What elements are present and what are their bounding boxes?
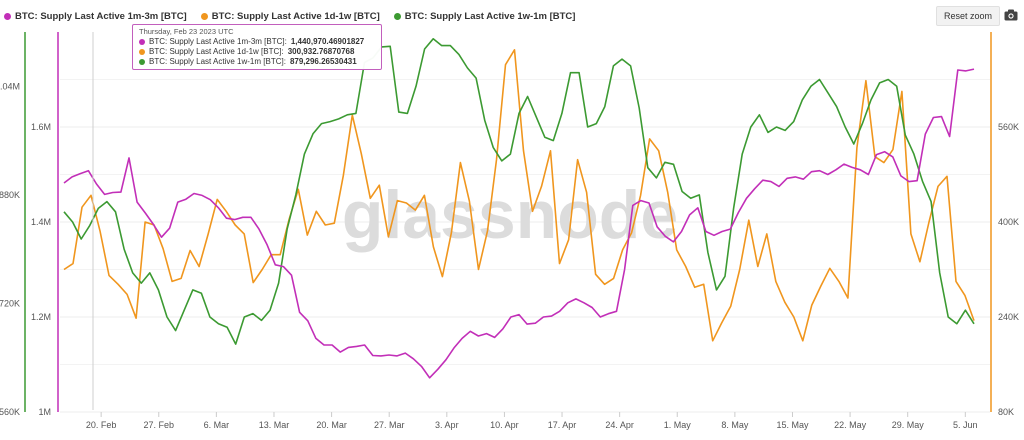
tooltip-row: BTC: Supply Last Active 1w-1m [BTC]: 879… xyxy=(139,57,375,67)
legend-label: BTC: Supply Last Active 1d-1w [BTC] xyxy=(211,10,380,22)
x-tick-label: 29. May xyxy=(892,420,925,430)
legend-dot-icon xyxy=(393,12,401,20)
tooltip-date: Thursday, Feb 23 2023 UTC xyxy=(139,27,234,36)
x-axis: 20. Feb 27. Feb 6. Mar 13. Mar 20. Mar 27. Ma… xyxy=(86,412,978,430)
orange-axis-tick-label: 80K xyxy=(998,407,1014,417)
tooltip-value: 300,932.76870768 xyxy=(287,47,355,56)
x-tick-label: 27. Mar xyxy=(374,420,405,430)
orange-axis-tick-label: 240K xyxy=(998,312,1019,322)
tooltip-row: BTC: Supply Last Active 1m-3m [BTC]: 1,4… xyxy=(139,37,375,47)
magenta-axis-tick-label: 1.2M xyxy=(31,312,51,322)
legend-dot-icon xyxy=(4,12,11,20)
reset-zoom-button[interactable]: Reset zoom xyxy=(936,6,1000,26)
tooltip: Thursday, Feb 23 2023 UTC BTC: Supply La… xyxy=(132,24,382,70)
legend: BTC: Supply Last Active 1m-3m [BTC] BTC:… xyxy=(4,8,575,24)
legend-label: BTC: Supply Last Active 1w-1m [BTC] xyxy=(404,10,576,22)
tooltip-dot-icon xyxy=(139,59,145,65)
green-axis-tick-label: 720K xyxy=(0,298,20,308)
x-tick-label: 10. Apr xyxy=(490,420,519,430)
legend-item-1w-1m[interactable]: BTC: Supply Last Active 1w-1m [BTC] xyxy=(393,10,576,22)
legend-label: BTC: Supply Last Active 1m-3m [BTC] xyxy=(15,10,187,22)
watermark: glassnode xyxy=(342,177,678,253)
axis-layer: 560K 720K 880K 1.04M 1M 1.2M 1.4M 1.6M 80K 240K 40… xyxy=(0,32,1019,417)
tooltip-value: 879,296.26530431 xyxy=(289,57,357,66)
x-tick-label: 27. Feb xyxy=(143,420,174,430)
x-tick-label: 3. Apr xyxy=(435,420,459,430)
camera-icon[interactable] xyxy=(1004,9,1018,21)
tooltip-row: BTC: Supply Last Active 1d-1w [BTC]: 300… xyxy=(139,47,375,57)
green-axis-tick-label: 880K xyxy=(0,190,20,200)
magenta-axis-tick-label: 1M xyxy=(38,407,51,417)
series-line-1w-1m xyxy=(63,37,975,345)
legend-dot-icon xyxy=(200,12,208,20)
x-tick-label: 17. Apr xyxy=(548,420,577,430)
x-tick-label: 13. Mar xyxy=(259,420,290,430)
x-tick-label: 1. May xyxy=(664,420,692,430)
tooltip-dot-icon xyxy=(139,39,145,45)
tooltip-dot-icon xyxy=(139,49,145,55)
orange-axis-tick-label: 400K xyxy=(998,217,1019,227)
tooltip-label: BTC: Supply Last Active 1d-1w [BTC]: xyxy=(149,47,284,56)
x-tick-label: 20. Feb xyxy=(86,420,117,430)
tooltip-label: BTC: Supply Last Active 1m-3m [BTC]: xyxy=(149,37,287,46)
series-layer xyxy=(63,37,975,379)
green-axis-tick-label: 1.04M xyxy=(0,81,20,91)
legend-item-1d-1w[interactable]: BTC: Supply Last Active 1d-1w [BTC] xyxy=(200,10,380,22)
tooltip-label: BTC: Supply Last Active 1w-1m [BTC]: xyxy=(149,57,286,66)
green-axis-tick-label: 560K xyxy=(0,407,20,417)
series-line-1m-3m xyxy=(63,68,975,379)
x-tick-label: 6. Mar xyxy=(204,420,230,430)
legend-item-1m-3m[interactable]: BTC: Supply Last Active 1m-3m [BTC] xyxy=(4,11,187,22)
orange-axis-tick-label: 560K xyxy=(998,122,1019,132)
magenta-axis-tick-label: 1.6M xyxy=(31,122,51,132)
x-tick-label: 22. May xyxy=(834,420,867,430)
x-tick-label: 8. May xyxy=(721,420,749,430)
x-tick-label: 15. May xyxy=(776,420,809,430)
magenta-axis-tick-label: 1.4M xyxy=(31,217,51,227)
grid-layer xyxy=(60,79,990,413)
x-tick-label: 5. Jun xyxy=(953,420,978,430)
x-tick-label: 20. Mar xyxy=(316,420,347,430)
tooltip-value: 1,440,970.46901827 xyxy=(290,37,365,46)
x-tick-label: 24. Apr xyxy=(605,420,634,430)
